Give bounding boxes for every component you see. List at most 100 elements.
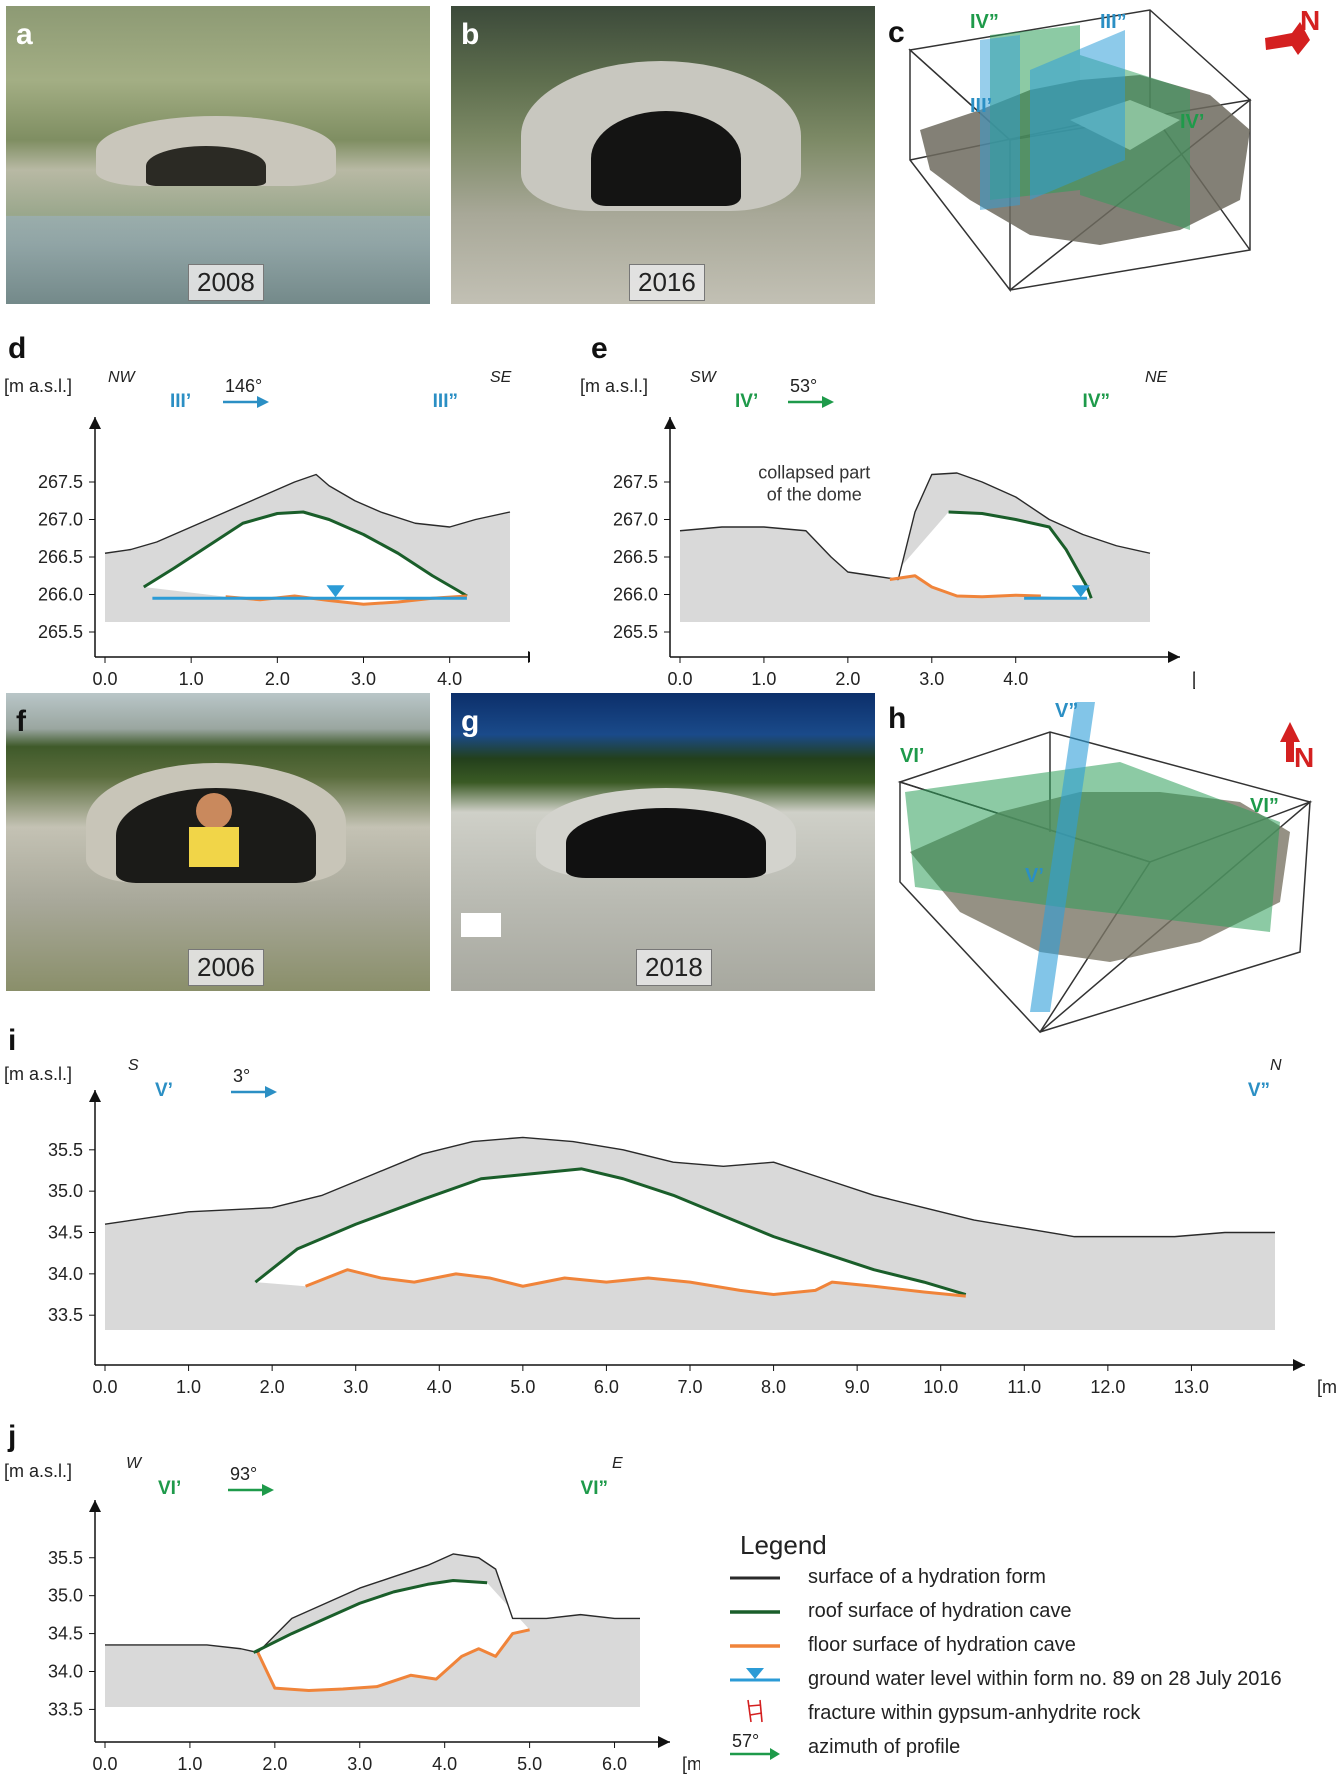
y-tick-label: 267.5 — [38, 472, 83, 492]
panel-e: e 267.5 267.0 266.5 266.0 265.5 0.0 1.0 2.0 3.0 4… — [575, 332, 1217, 692]
x-axis-arrow — [528, 651, 540, 663]
y-tick-label: 34.5 — [48, 1223, 83, 1243]
panel-label-b: b — [461, 18, 480, 51]
profile-end-label: IV” — [1083, 391, 1110, 412]
chart-j-svg: 35.5 35.0 34.5 34.0 33.5 0.0 1.0 2.0 3.0 4.0 5.0 6.… — [4, 1455, 707, 1774]
x-axis-arrow — [1168, 651, 1180, 663]
year-label-g: 2018 — [636, 949, 712, 986]
series-line-floor — [305, 1268, 966, 1298]
panel-label-g: g — [461, 705, 480, 738]
x-tick-label: 2.0 — [260, 1377, 285, 1397]
water-level-marker — [1071, 585, 1090, 598]
direction-start: W — [126, 1455, 143, 1472]
azimuth-arrow-head — [265, 1086, 277, 1098]
legend-azimuth-value: 57° — [732, 1731, 759, 1751]
cave-void — [253, 1580, 530, 1691]
chart-e-svg: 267.5 267.0 266.5 266.0 265.5 0.0 1.0 2.0 3.0 4.0… — [580, 369, 1217, 689]
legend-label-surface: surface of a hydration form — [808, 1566, 1046, 1588]
x-tick-label: 6.0 — [602, 1754, 627, 1774]
x-tick-label: 8.0 — [761, 1377, 786, 1397]
panel-j: j 35.5 35.0 34.5 34.0 33.5 0.0 1.0 2.0 3.0 4.0 5.0… — [0, 1420, 707, 1777]
series-line-roof — [142, 510, 468, 598]
plane-label-c-iii1: III’ — [970, 95, 992, 117]
y-tick-label: 34.0 — [48, 1264, 83, 1284]
y-tick-label: 34.0 — [48, 1662, 83, 1682]
y-tick-label: 265.5 — [38, 622, 83, 642]
azimuth-arrow-head — [257, 396, 269, 408]
x-axis-label: [m] — [682, 1754, 700, 1774]
x-tick-label: 3.0 — [351, 669, 376, 689]
direction-end: E — [612, 1455, 623, 1472]
x-tick-label: 9.0 — [845, 1377, 870, 1397]
y-axis-arrow — [89, 1500, 101, 1512]
legend-swatch-water — [730, 1668, 780, 1682]
series-line-floor — [889, 574, 1041, 599]
legend-swatch-azimuth: 57° — [730, 1731, 780, 1760]
x-tick-label: 5.0 — [510, 1377, 535, 1397]
cave-void — [143, 512, 467, 605]
y-tick-label: 33.5 — [48, 1305, 83, 1325]
cave-void — [889, 512, 1092, 599]
photo-b: b 2016 — [451, 6, 875, 304]
x-tick-label: 2.0 — [835, 669, 860, 689]
plane-label-h-vi2: VI” — [1250, 795, 1279, 817]
legend-label-water: ground water level within form no. 89 on… — [808, 1668, 1282, 1690]
series-line-surface — [104, 473, 511, 554]
panel-h-3d-model: h N V” VI’ VI” V’ — [880, 692, 1336, 1037]
series-line-surface — [679, 472, 1151, 581]
legend-swatch-fracture — [747, 1699, 763, 1723]
panel-h-svg: N V” VI’ VI” V’ — [897, 700, 1314, 1034]
y-tick-label: 265.5 — [613, 622, 658, 642]
profile-end-label: VI” — [581, 1478, 608, 1499]
y-tick-label: 34.5 — [48, 1624, 83, 1644]
x-axis-arrow — [1293, 1359, 1305, 1371]
azimuth-arrow-head — [262, 1484, 274, 1496]
y-axis-arrow — [89, 1090, 101, 1102]
y-tick-label: 266.0 — [613, 585, 658, 605]
chart-d-svg: 267.5 267.0 266.5 266.0 265.5 0.0 1.0 2.0 3.0 4.0… — [4, 369, 577, 689]
x-tick-label: 3.0 — [919, 669, 944, 689]
plane-label-h-vi1: VI’ — [900, 745, 924, 767]
azimuth-value: 3° — [233, 1066, 250, 1086]
x-tick-label: 3.0 — [343, 1377, 368, 1397]
x-tick-label: 0.0 — [92, 1754, 117, 1774]
series-line-surface — [105, 1553, 640, 1654]
y-tick-label: 35.5 — [48, 1548, 83, 1568]
x-tick-label: 4.0 — [437, 669, 462, 689]
x-tick-label: 0.0 — [667, 669, 692, 689]
x-tick-label: 13.0 — [1174, 1377, 1209, 1397]
plane-label-c-iv2: IV” — [970, 11, 999, 33]
panel-label-f: f — [16, 705, 26, 738]
year-label-b: 2016 — [629, 264, 705, 301]
cave-void — [255, 1168, 966, 1297]
direction-end: N — [1270, 1057, 1282, 1074]
x-axis-arrow — [658, 1736, 670, 1748]
y-tick-label: 35.0 — [48, 1586, 83, 1606]
panel-label-a: a — [16, 18, 33, 51]
direction-start: NW — [108, 369, 137, 386]
y-axis-label: [m a.s.l.] — [4, 1064, 72, 1084]
legend-label-azimuth: azimuth of profile — [808, 1736, 961, 1758]
panel-c-svg: N IV” III” III’ IV’ — [908, 5, 1320, 293]
profile-start-label: V’ — [155, 1080, 173, 1101]
annotation-collapsed: of the dome — [767, 484, 862, 504]
y-tick-label: 35.0 — [48, 1181, 83, 1201]
x-tick-label: 1.0 — [751, 669, 776, 689]
photo-a: a 2008 — [6, 6, 430, 304]
y-tick-label: 33.5 — [48, 1699, 83, 1719]
direction-end: NE — [1145, 369, 1168, 386]
plane-label-h-v2: V” — [1055, 700, 1078, 722]
x-tick-label: 0.0 — [92, 1377, 117, 1397]
direction-end: SE — [490, 369, 512, 386]
panel-label-e: e — [591, 332, 608, 365]
y-axis-arrow — [89, 417, 101, 429]
panel-label-i: i — [8, 1024, 17, 1057]
series-line-roof — [948, 510, 1093, 599]
chart-i-svg: 35.5 35.0 34.5 34.0 33.5 0.0 1.0 2.0 3.0 4.0 5.0 6.… — [4, 1057, 1336, 1397]
panel-label-j: j — [8, 1420, 17, 1453]
legend: Legend 57° surface of a hydration form r… — [720, 1530, 1320, 1775]
y-axis-label: [m a.s.l.] — [580, 376, 648, 396]
series-line-roof — [252, 1579, 488, 1654]
y-tick-label: 35.5 — [48, 1140, 83, 1160]
y-tick-label: 267.0 — [38, 510, 83, 530]
